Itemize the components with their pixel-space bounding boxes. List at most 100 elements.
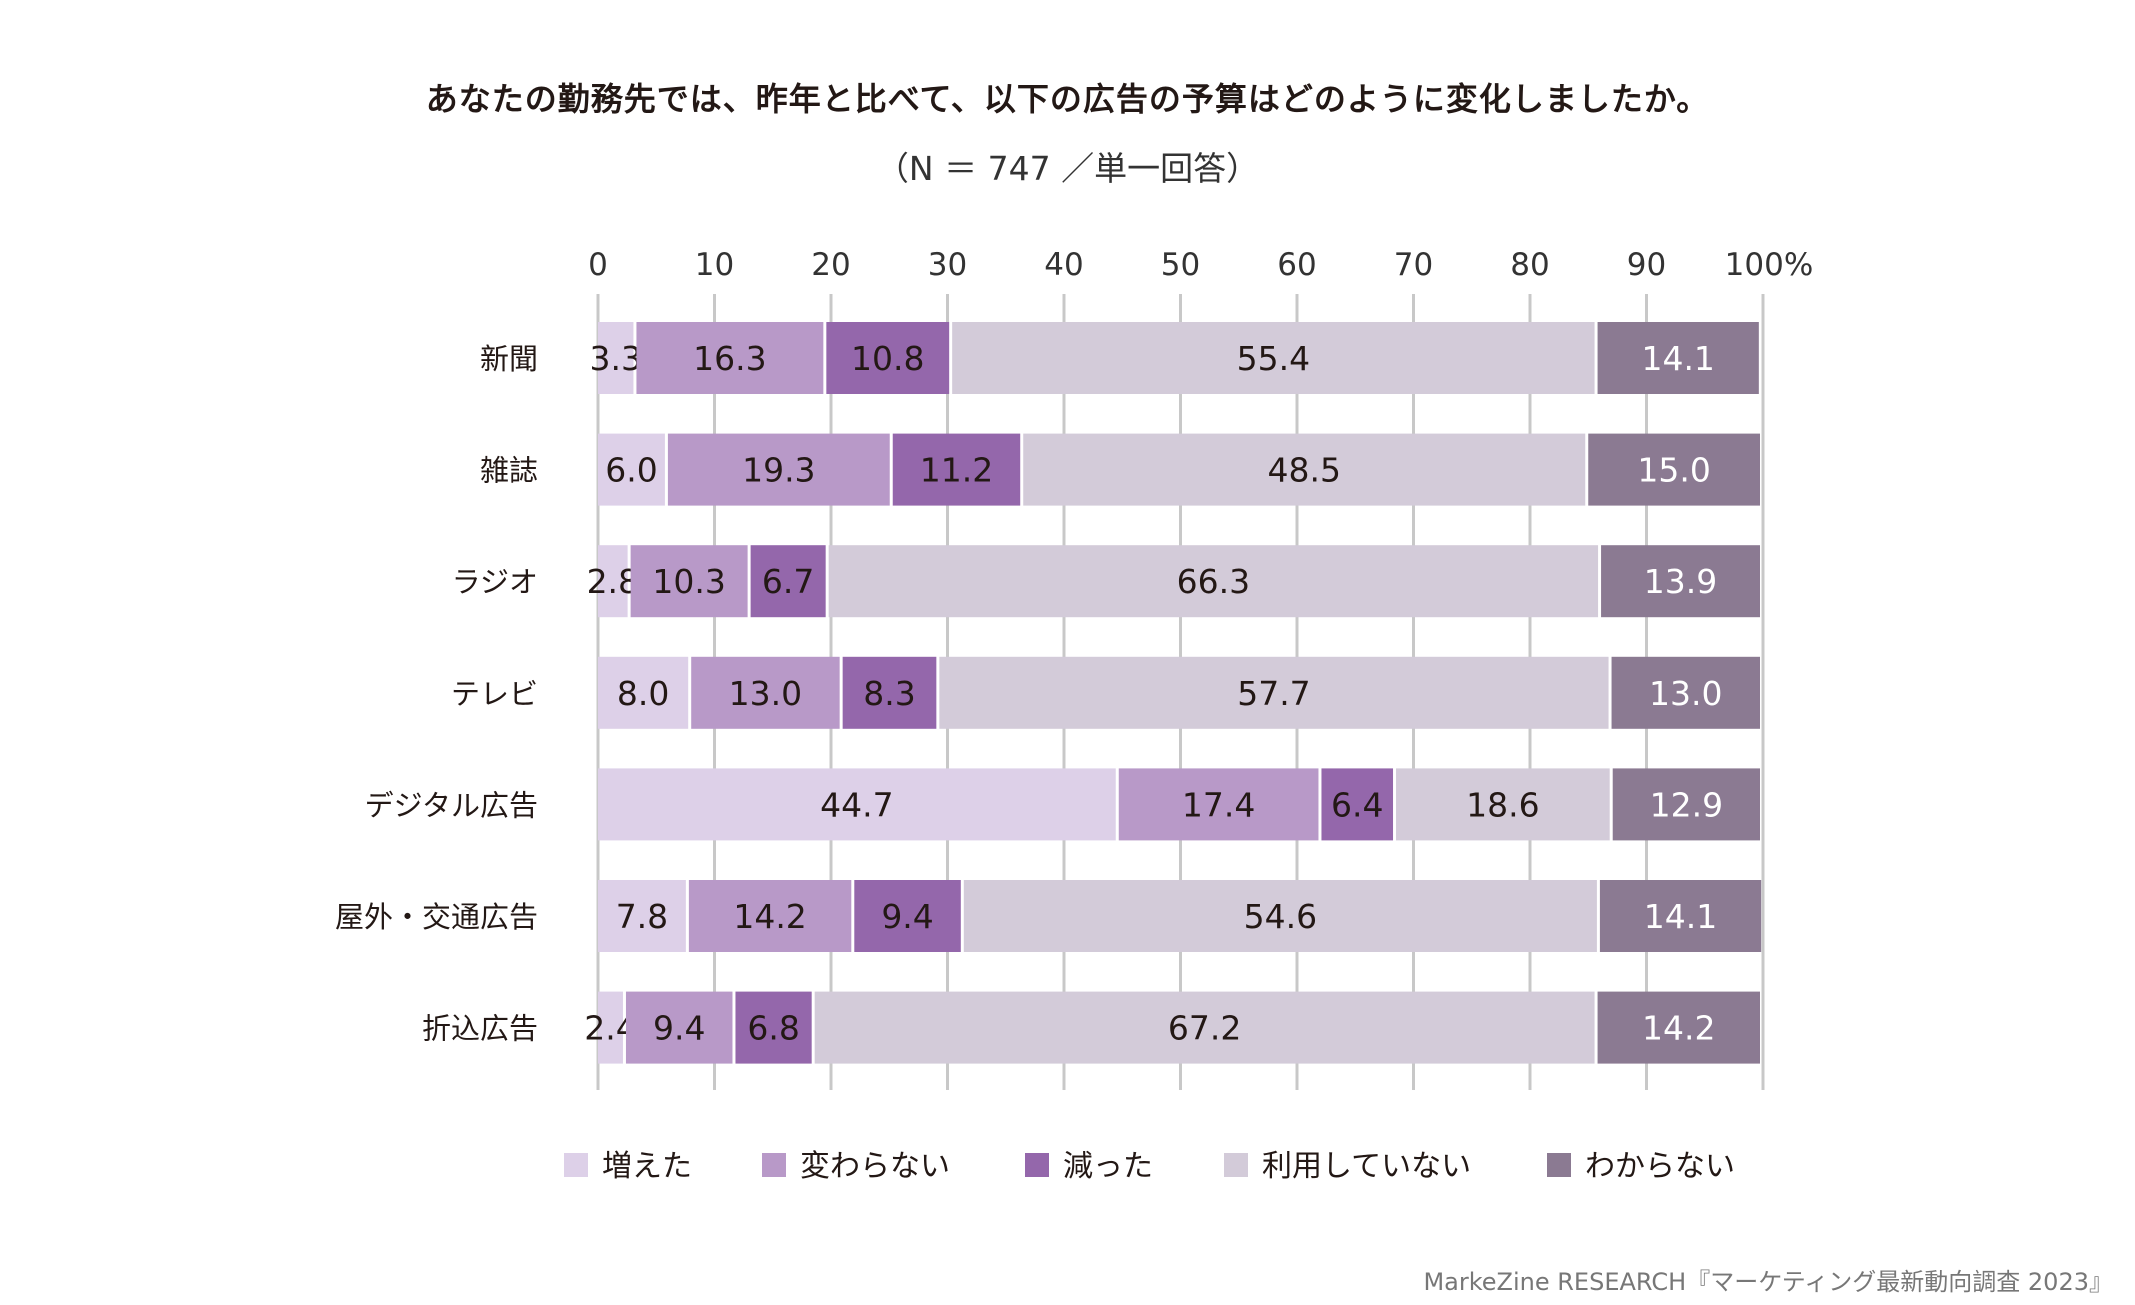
legend-label: 増えた — [602, 1149, 692, 1184]
data-label: 2.8 — [587, 562, 639, 601]
x-tick-label: 50 — [1161, 247, 1200, 283]
category-label: 折込広告 — [422, 1012, 538, 1046]
data-label: 9.4 — [881, 897, 933, 936]
bar-segment — [636, 322, 824, 394]
bar-segment — [1597, 991, 1760, 1064]
bar-segment — [1612, 768, 1760, 841]
bar-segment — [939, 656, 1609, 729]
x-tick-label: 100% — [1725, 247, 1814, 283]
legend-swatch — [564, 1153, 588, 1177]
category-label: 屋外・交通広告 — [335, 900, 538, 934]
data-label: 44.7 — [820, 785, 893, 824]
x-tick-label: 0 — [588, 247, 608, 283]
bar-segment — [1597, 322, 1759, 394]
legend-swatch — [1547, 1153, 1571, 1177]
bar-segment — [828, 545, 1599, 618]
data-label: 6.4 — [1331, 785, 1383, 824]
bar-segment — [1396, 768, 1610, 841]
data-label: 9.4 — [653, 1009, 705, 1048]
data-label: 14.2 — [733, 897, 806, 936]
bar-segment — [598, 768, 1116, 841]
x-tick-label: 10 — [695, 247, 734, 283]
chart-title: あなたの勤務先では、昨年と比べて、以下の広告の予算はどのように変化しましたか。 — [425, 80, 1710, 118]
data-label: 15.0 — [1637, 451, 1710, 490]
category-label: 雑誌 — [480, 454, 538, 488]
data-label: 8.3 — [863, 674, 915, 713]
data-label: 7.8 — [616, 897, 668, 936]
data-label: 12.9 — [1650, 785, 1723, 824]
bar-segment — [750, 545, 826, 618]
data-label: 10.8 — [851, 339, 924, 378]
bar-segment — [854, 880, 961, 952]
x-tick-label: 90 — [1627, 247, 1666, 283]
bar-segment — [625, 991, 733, 1064]
bar-segment — [842, 656, 937, 729]
data-label: 17.4 — [1182, 785, 1255, 824]
category-label: ラジオ — [452, 565, 538, 599]
category-label: テレビ — [451, 677, 538, 711]
data-label: 18.6 — [1466, 785, 1539, 824]
bar-segment — [1588, 433, 1760, 506]
data-label: 10.3 — [652, 562, 725, 601]
legend-swatch — [762, 1153, 786, 1177]
data-label: 11.2 — [920, 451, 993, 490]
data-label: 19.3 — [742, 451, 815, 490]
data-label: 3.3 — [589, 339, 641, 378]
bar-segment — [892, 433, 1021, 506]
data-label: 48.5 — [1267, 451, 1340, 490]
x-tick-label: 80 — [1510, 247, 1549, 283]
data-label: 54.6 — [1244, 897, 1317, 936]
bar-segment — [598, 656, 689, 729]
bar-segment — [667, 433, 890, 506]
chart-subtitle: （N ＝ 747 ／単一回答） — [875, 149, 1260, 188]
x-tick-label: 70 — [1394, 247, 1433, 283]
bar-segment — [1321, 768, 1394, 841]
bar-segment — [691, 656, 840, 729]
legend-swatch — [1025, 1153, 1049, 1177]
bar-segment — [598, 322, 634, 394]
bar-segment — [1023, 433, 1586, 506]
x-tick-label: 30 — [928, 247, 967, 283]
data-label: 13.0 — [1649, 674, 1722, 713]
bar-segment — [688, 880, 852, 952]
data-label: 55.4 — [1237, 339, 1310, 378]
data-label: 14.2 — [1642, 1009, 1715, 1048]
data-label: 14.1 — [1641, 339, 1714, 378]
legend-label: わからない — [1585, 1149, 1735, 1184]
bar-segment — [826, 322, 950, 394]
bar-segment — [814, 991, 1595, 1064]
legend-label: 変わらない — [800, 1149, 950, 1184]
bar-segment — [598, 880, 686, 952]
data-label: 57.7 — [1237, 674, 1310, 713]
source-credit: MarkeZine RESEARCH『マーケティング最新動向調査 2023』 — [1423, 1268, 2113, 1296]
data-label: 13.0 — [729, 674, 802, 713]
bar-segment — [1118, 768, 1319, 841]
data-label: 14.1 — [1644, 897, 1717, 936]
category-label: 新聞 — [480, 342, 538, 376]
bar-segment — [963, 880, 1597, 952]
x-tick-label: 60 — [1277, 247, 1316, 283]
category-label: デジタル広告 — [365, 788, 538, 822]
bar-segment — [598, 433, 665, 506]
bar-segment — [630, 545, 748, 618]
bar-segment — [1601, 545, 1760, 618]
bar-segment — [952, 322, 1595, 394]
x-tick-label: 40 — [1044, 247, 1083, 283]
bar-segment — [598, 545, 628, 618]
legend-label: 利用していない — [1262, 1149, 1471, 1184]
bar-segment — [598, 991, 623, 1064]
data-label: 16.3 — [693, 339, 766, 378]
data-label: 6.0 — [605, 451, 657, 490]
data-label: 6.7 — [762, 562, 814, 601]
data-label: 8.0 — [617, 674, 669, 713]
data-label: 13.9 — [1644, 562, 1717, 601]
bar-segment — [735, 991, 812, 1064]
legend-swatch — [1224, 1153, 1248, 1177]
data-label: 67.2 — [1168, 1009, 1241, 1048]
data-label: 66.3 — [1177, 562, 1250, 601]
legend-label: 減った — [1063, 1149, 1153, 1184]
bar-segment — [1611, 656, 1760, 729]
x-tick-label: 20 — [811, 247, 850, 283]
bar-segment — [1599, 880, 1762, 952]
